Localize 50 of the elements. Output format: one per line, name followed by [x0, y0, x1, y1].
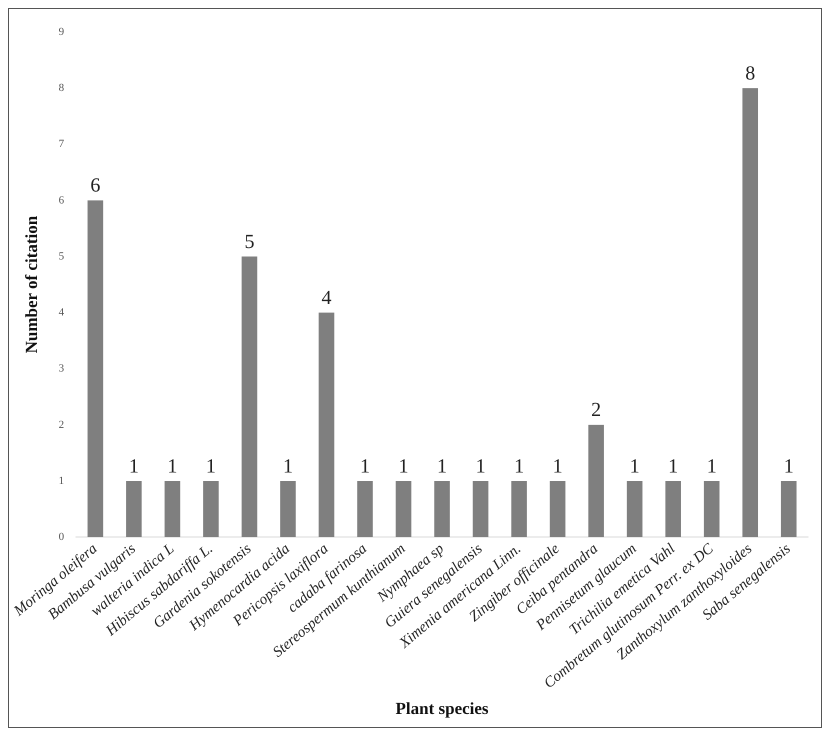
data-label: 1 [167, 455, 178, 478]
bar [588, 424, 604, 538]
data-label: 1 [206, 455, 216, 478]
y-tick-label: 0 [58, 531, 65, 544]
bar [280, 481, 296, 538]
data-label: 1 [552, 455, 563, 478]
bar [434, 481, 450, 538]
y-tick-label: 2 [58, 418, 64, 431]
y-tick-label: 4 [58, 306, 65, 319]
data-label: 6 [90, 174, 100, 197]
y-tick-label: 7 [58, 138, 65, 150]
y-tick-label: 1 [58, 474, 64, 487]
data-label: 1 [398, 455, 409, 478]
data-label: 1 [784, 455, 794, 478]
y-axis-title: Number of citation [22, 215, 41, 354]
data-label: 1 [514, 455, 524, 478]
data-label: 2 [591, 399, 602, 422]
data-label: 1 [706, 455, 717, 478]
bar [396, 481, 412, 538]
data-label: 1 [437, 455, 448, 478]
bar [472, 481, 488, 538]
bar [357, 481, 373, 538]
y-tick-label: 3 [58, 362, 65, 375]
bar [318, 312, 334, 538]
bar [164, 481, 180, 538]
data-label: 1 [360, 455, 370, 478]
y-tick-label: 9 [58, 26, 65, 38]
bar [550, 481, 566, 538]
data-label: 4 [321, 286, 332, 309]
bar [780, 481, 797, 538]
bar [665, 481, 681, 538]
data-label: 1 [282, 455, 293, 478]
data-label: 1 [668, 455, 678, 478]
y-tick-label: 6 [58, 194, 65, 206]
bar [742, 88, 758, 538]
data-label: 8 [745, 62, 756, 84]
data-label: 5 [244, 230, 254, 253]
data-label: 1 [476, 455, 486, 478]
bar [626, 481, 642, 538]
bar [704, 481, 720, 538]
y-tick-label: 8 [58, 82, 65, 94]
data-label: 1 [630, 455, 640, 478]
bar [511, 481, 527, 538]
bar [203, 481, 219, 538]
x-axis-title: Plant species [396, 699, 489, 718]
bar [88, 200, 104, 538]
data-label: 1 [128, 455, 139, 478]
bar [242, 256, 258, 538]
bar [126, 481, 142, 538]
y-tick-label: 5 [58, 250, 65, 262]
